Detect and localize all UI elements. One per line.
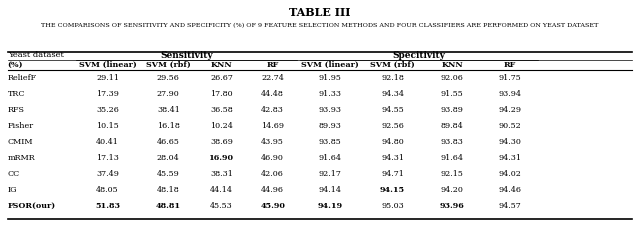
Text: TABLE III: TABLE III [289,7,351,18]
Text: 94.29: 94.29 [499,106,521,114]
Text: 93.94: 93.94 [499,90,521,98]
Text: 93.93: 93.93 [319,106,342,114]
Text: 95.03: 95.03 [381,202,404,210]
Text: KNN: KNN [211,61,232,69]
Text: 94.57: 94.57 [499,202,521,210]
Text: 17.80: 17.80 [210,90,233,98]
Text: mRMR: mRMR [8,154,35,162]
Text: 92.15: 92.15 [441,170,463,178]
Text: SVM (rbf): SVM (rbf) [146,61,191,69]
Text: 46.65: 46.65 [157,138,180,146]
Text: 27.90: 27.90 [157,90,180,98]
Text: 89.84: 89.84 [441,122,463,130]
Text: 22.74: 22.74 [261,74,284,82]
Text: 40.41: 40.41 [96,138,119,146]
Text: 92.56: 92.56 [381,122,404,130]
Text: 94.14: 94.14 [319,186,342,194]
Text: RF: RF [504,61,516,69]
Text: 94.15: 94.15 [380,186,405,194]
Text: 91.64: 91.64 [441,154,463,162]
Text: ReliefF: ReliefF [8,74,37,82]
Text: 38.69: 38.69 [210,138,233,146]
Text: 44.96: 44.96 [261,186,284,194]
Text: CMIM: CMIM [8,138,33,146]
Text: TRC: TRC [8,90,25,98]
Text: 48.05: 48.05 [96,186,119,194]
Text: 94.46: 94.46 [499,186,521,194]
Text: 92.18: 92.18 [381,74,404,82]
Text: 29.56: 29.56 [157,74,180,82]
Text: 14.69: 14.69 [261,122,284,130]
Text: 10.24: 10.24 [210,122,233,130]
Text: 42.06: 42.06 [261,170,284,178]
Text: 94.71: 94.71 [381,170,404,178]
Text: 16.90: 16.90 [209,154,234,162]
Text: 38.31: 38.31 [210,170,233,178]
Text: 16.18: 16.18 [157,122,180,130]
Text: 93.85: 93.85 [319,138,342,146]
Text: IG: IG [8,186,17,194]
Text: Sensitivity: Sensitivity [160,51,212,60]
Text: 92.17: 92.17 [319,170,342,178]
Text: (%): (%) [8,61,23,69]
Text: RF: RF [266,61,279,69]
Text: 94.31: 94.31 [381,154,404,162]
Text: 94.02: 94.02 [499,170,521,178]
Text: 37.49: 37.49 [96,170,119,178]
Text: 45.53: 45.53 [210,202,233,210]
Text: KNN: KNN [442,61,463,69]
Text: 94.55: 94.55 [381,106,404,114]
Text: 44.14: 44.14 [210,186,233,194]
Text: CC: CC [8,170,20,178]
Text: 51.83: 51.83 [95,202,120,210]
Text: FSOR(our): FSOR(our) [8,202,56,210]
Text: 44.48: 44.48 [261,90,284,98]
Text: SVM (linear): SVM (linear) [79,61,136,69]
Text: 48.18: 48.18 [157,186,180,194]
Text: 91.33: 91.33 [319,90,342,98]
Text: 45.90: 45.90 [260,202,285,210]
Text: 45.59: 45.59 [157,170,180,178]
Text: 91.55: 91.55 [441,90,463,98]
Text: 93.89: 93.89 [441,106,463,114]
Text: Yeast dataset: Yeast dataset [8,52,63,59]
Text: SVM (linear): SVM (linear) [301,61,359,69]
Text: 89.93: 89.93 [319,122,342,130]
Text: 43.95: 43.95 [261,138,284,146]
Text: 17.39: 17.39 [96,90,119,98]
Text: 38.41: 38.41 [157,106,180,114]
Text: 17.13: 17.13 [96,154,119,162]
Text: 94.19: 94.19 [317,202,343,210]
Text: 46.90: 46.90 [261,154,284,162]
Text: THE COMPARISONS OF SENSITIVITY AND SPECIFICITY (%) OF 9 FEATURE SELECTION METHOD: THE COMPARISONS OF SENSITIVITY AND SPECI… [42,23,598,28]
Text: 94.20: 94.20 [441,186,463,194]
Text: 92.06: 92.06 [441,74,463,82]
Text: 94.30: 94.30 [499,138,521,146]
Text: 35.26: 35.26 [96,106,119,114]
Text: 91.75: 91.75 [499,74,521,82]
Text: Fisher: Fisher [8,122,34,130]
Text: 26.67: 26.67 [210,74,233,82]
Text: RFS: RFS [8,106,25,114]
Text: 91.95: 91.95 [319,74,342,82]
Text: 90.52: 90.52 [499,122,521,130]
Text: Specitivity: Specitivity [392,51,445,60]
Text: 42.83: 42.83 [261,106,284,114]
Text: SVM (rbf): SVM (rbf) [371,61,415,69]
Text: 94.31: 94.31 [499,154,521,162]
Text: 36.58: 36.58 [210,106,233,114]
Text: 93.96: 93.96 [440,202,465,210]
Text: 10.15: 10.15 [96,122,119,130]
Text: 94.34: 94.34 [381,90,404,98]
Text: 94.80: 94.80 [381,138,404,146]
Text: 93.83: 93.83 [441,138,463,146]
Text: 48.81: 48.81 [156,202,181,210]
Text: 29.11: 29.11 [96,74,119,82]
Text: 28.04: 28.04 [157,154,180,162]
Text: 91.64: 91.64 [319,154,342,162]
